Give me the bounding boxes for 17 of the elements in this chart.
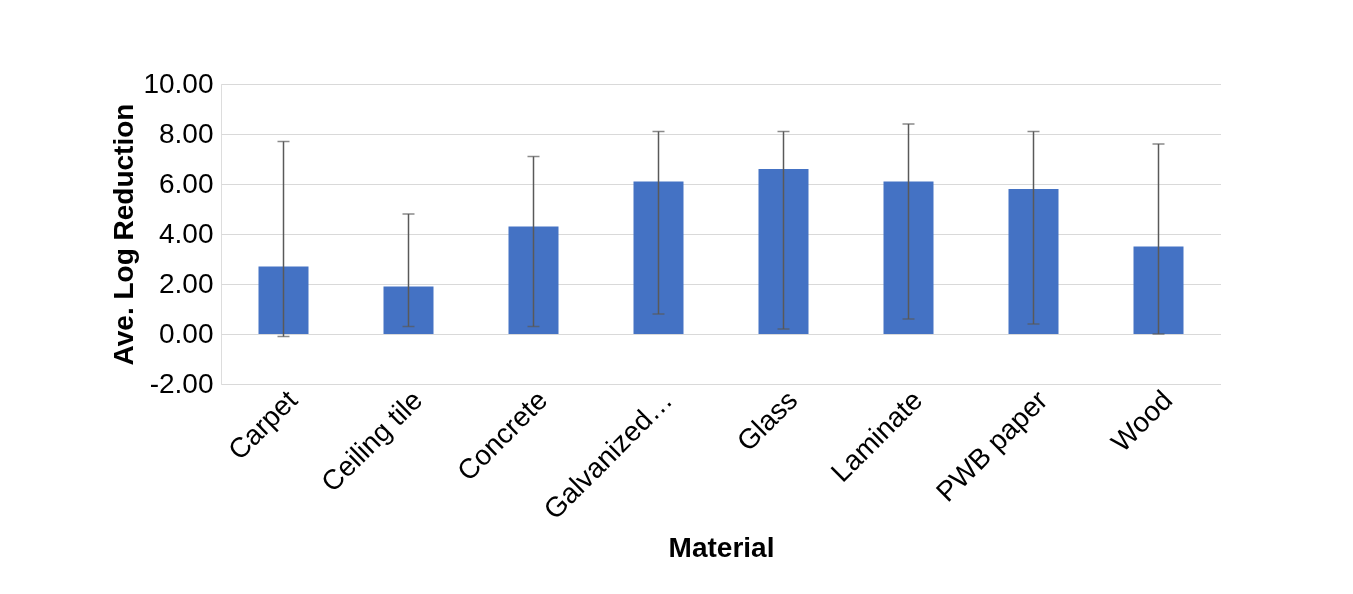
bar xyxy=(258,266,309,334)
bar xyxy=(758,169,809,334)
bar xyxy=(383,286,434,334)
y-tick-label: 6.00 xyxy=(159,167,214,199)
y-tick-label: 10.00 xyxy=(143,67,214,99)
bar xyxy=(1008,189,1059,334)
y-tick-label: 4.00 xyxy=(159,217,214,249)
y-tick-label: -2.00 xyxy=(149,367,214,399)
y-axis-title: Ave. Log Reduction xyxy=(108,103,140,366)
bar xyxy=(508,226,559,334)
y-tick-label: 2.00 xyxy=(159,267,214,299)
y-tick-label: 8.00 xyxy=(159,117,214,149)
y-tick-label: 0.00 xyxy=(159,317,214,349)
bar xyxy=(1133,246,1184,334)
bar xyxy=(883,181,934,334)
bar xyxy=(633,181,684,334)
x-axis-title: Material xyxy=(668,532,775,564)
